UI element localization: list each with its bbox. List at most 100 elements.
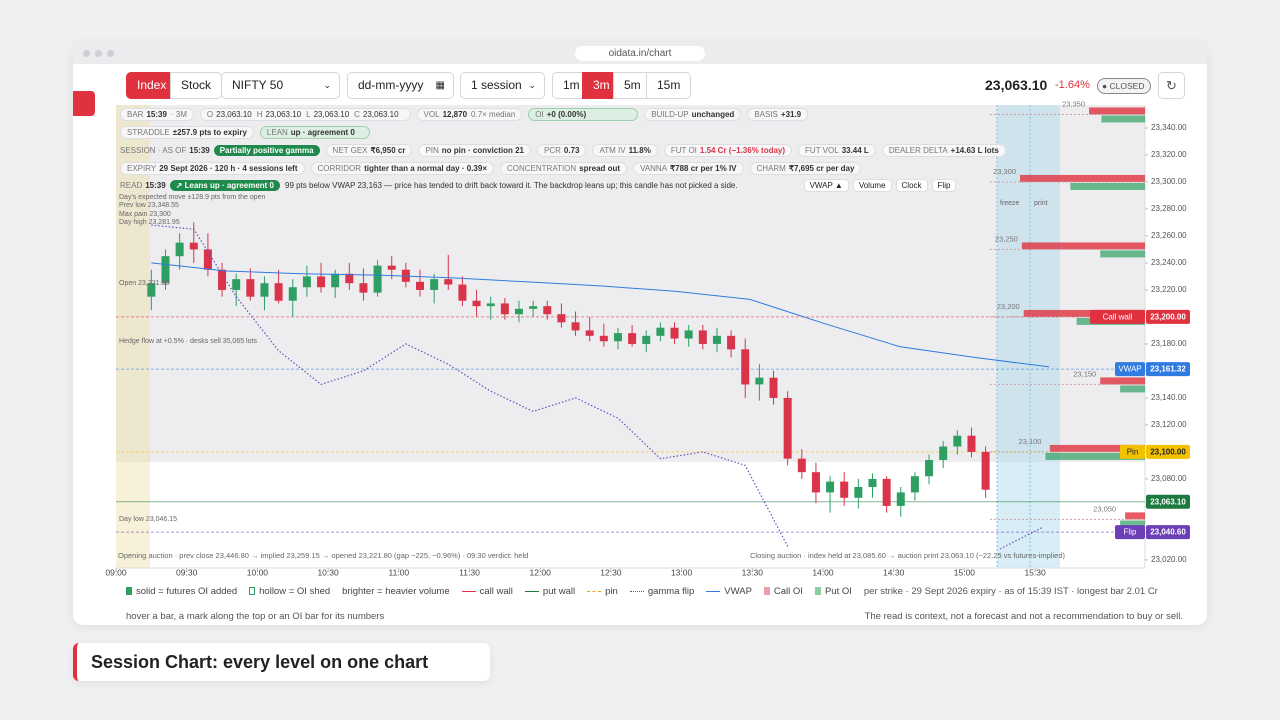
legend-item: brighter = heavier volume [342,586,449,597]
chip-key: CHARM [756,164,786,173]
y-tick-label: 23,340.00 [1151,123,1187,132]
chip-value: ₹6,950 cr [370,146,406,155]
chip-key: LEAN [266,128,288,137]
date-input[interactable]: dd-mm-yyyy ▦ [347,72,454,99]
window-dot [83,50,90,57]
candle-body [557,314,566,323]
chip: PCR 0.73 [537,144,587,157]
chip: DEALER DELTA +14.63 L lots [881,144,1006,157]
strike-label: 23,200 [997,302,1020,311]
chip: STRADDLE ±257.9 pts to expiry [120,126,254,139]
chip: NET GEX ₹6,950 cr [325,144,413,157]
chip: BASIS +31.9 [747,108,809,121]
price-tag-label: 23,161.32 [1150,365,1186,374]
strike-label: 23,100 [1019,437,1042,446]
legend-label: brighter = heavier volume [342,586,450,597]
chip: ATM IV 11.8% [592,144,658,157]
annotation: Hedge flow at +0.5% · desks sell 35,065 … [119,338,257,345]
chip-key: PIN [425,146,439,155]
segment-button[interactable]: Stock [170,72,223,99]
candle-body [797,458,806,473]
symbol-select[interactable]: NIFTY 50 ⌄ [221,72,340,99]
refresh-button[interactable]: ↻ [1158,72,1185,99]
strike-label: 23,050 [1093,504,1116,513]
caption: Session Chart: every level on one chart [73,643,490,681]
legend-item: hollow = OI shed [249,586,330,597]
candle-body [840,481,849,498]
toggle[interactable]: Volume [852,179,892,192]
chip-value: 23,063.10 [265,110,302,119]
chip: BAR 15:39 · 3M [120,108,194,121]
chip-key: L [306,110,311,119]
x-tick-label: 13:30 [742,567,764,577]
legend-swatch [706,590,721,592]
interval-button[interactable]: 5m [613,72,652,99]
interval-button[interactable]: 15m [646,72,692,99]
legend-item: Put OI [814,586,852,597]
candle-body [741,349,750,385]
candle-body [274,283,283,301]
chip-value: +0 (0.00%) [546,110,587,119]
chip-value: 15:39 [189,146,210,155]
candle-body [981,451,990,490]
x-tick-label: 09:00 [105,567,127,577]
chip: VOL 12,870 0.7× median [416,108,523,121]
x-tick-label: 15:00 [954,567,976,577]
chip-key: CONCENTRATION [506,164,577,173]
chip-key: BUILD-UP [651,110,689,119]
candle-body [543,306,552,315]
side-tab[interactable] [73,91,95,116]
chip-value: unchanged [691,110,735,119]
legend-label: call wall [479,586,513,597]
info-row: READ 15:39 ↗ Leans up · agreement 0 99 pts … [120,179,957,192]
chip-value: 15:39 [145,181,166,190]
chip-value: ₹7,695 cr per day [788,164,855,173]
y-tick-label: 23,240.00 [1151,258,1187,267]
y-tick-label: 23,260.00 [1151,231,1187,240]
legend-label: pin [605,586,618,597]
toggle[interactable]: VWAP ▲ [803,179,849,192]
candle-body [387,265,396,270]
candle-body [500,303,509,315]
session-select[interactable]: 1 session ⌄ [460,72,545,99]
chip: PIN no pin · conviction 21 [418,144,532,157]
hint: hover a bar, a mark along the top or an … [126,611,385,622]
tag-name: Call wall [1103,313,1133,322]
legend-swatch [126,587,132,596]
candle-body [656,327,665,336]
legend: solid = futures OI added hollow = OI shed… [126,586,1158,597]
tag-name: Flip [1124,528,1137,537]
strike-label: 23,250 [995,234,1018,243]
price-tag [1146,362,1190,377]
price-tag [1146,494,1190,509]
tag-name: Pin [1127,448,1139,457]
toggle[interactable]: Clock [895,179,928,192]
legend-swatch [814,587,821,596]
price-tag-label: 23,200.00 [1150,313,1186,322]
chip: CHARM ₹7,695 cr per day [749,162,862,175]
put-oi-bar [1120,385,1145,393]
candle-body [189,242,198,250]
legend-label: per strike · 29 Sept 2026 expiry · as of… [863,586,1158,597]
put-oi-bar [1101,115,1145,123]
chip-key: STRADDLE [127,128,170,137]
chip-value: ₹788 cr per 1% IV [670,164,737,173]
candle-body [925,460,934,477]
annotation: print [1034,200,1048,207]
segment-button[interactable]: Index [126,72,178,99]
strike-label: 23,350 [1062,99,1085,108]
legend-swatch [461,590,476,592]
info-row: STRADDLE ±257.9 pts to expiry LEAN up · agr… [120,126,370,139]
toggle[interactable]: Flip [931,179,957,192]
chip-value: no pin · conviction 21 [441,146,525,155]
legend-label: Call OI [773,586,803,597]
price-change: -1.64% [1055,79,1090,91]
put-oi-bar [1070,182,1145,190]
call-oi-bar [1023,309,1145,317]
candle-body [458,284,467,301]
candle-body [529,306,538,309]
candle-body [147,283,156,297]
chip: LEAN up · agreement 0 [259,126,370,139]
y-tick-label: 23,220.00 [1151,285,1187,294]
